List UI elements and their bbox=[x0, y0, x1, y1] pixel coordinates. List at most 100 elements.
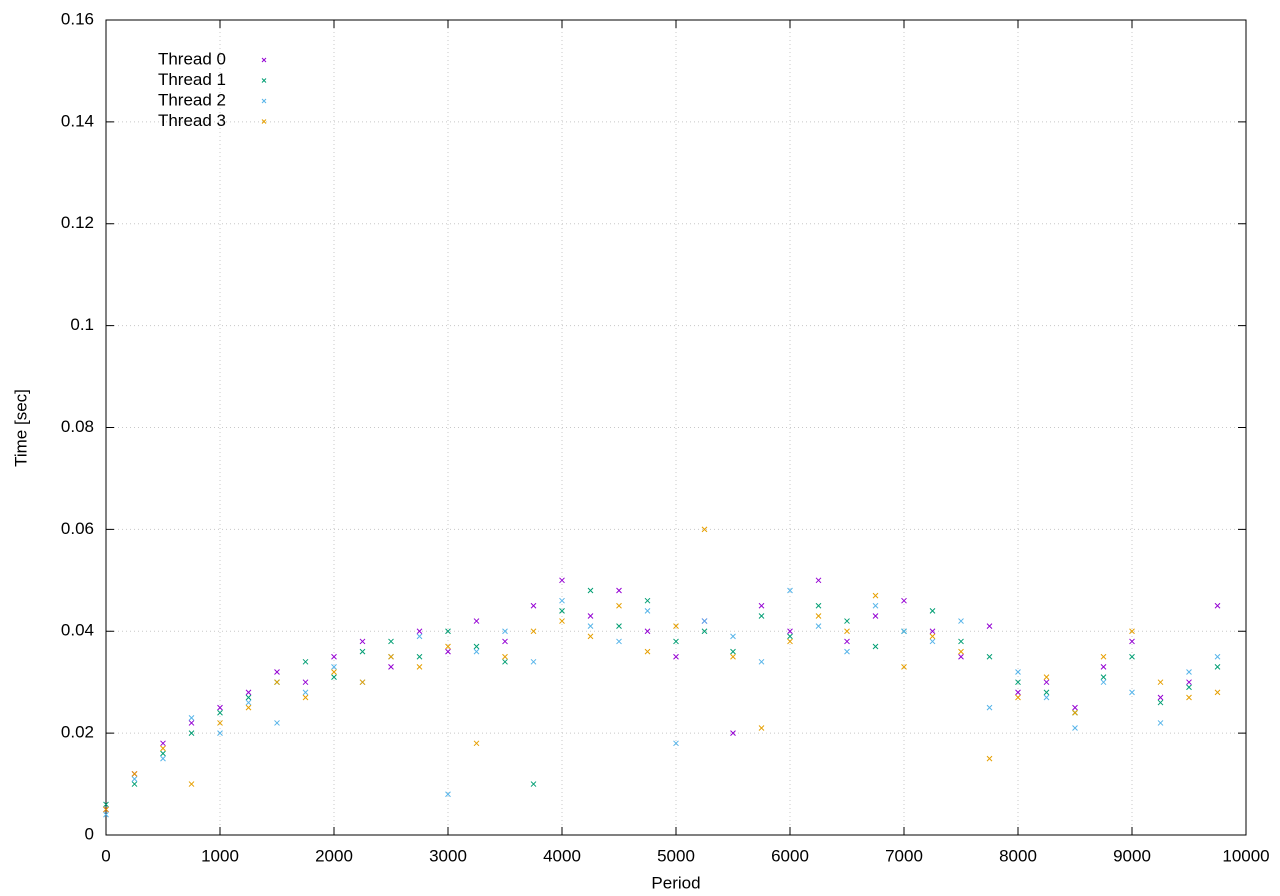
point bbox=[1214, 602, 1221, 609]
point bbox=[331, 653, 337, 660]
point bbox=[844, 618, 850, 624]
point bbox=[758, 658, 765, 665]
point bbox=[502, 653, 508, 660]
point bbox=[901, 597, 907, 604]
point bbox=[673, 638, 679, 645]
point bbox=[416, 653, 423, 660]
point bbox=[616, 623, 622, 630]
point bbox=[416, 633, 423, 640]
point bbox=[929, 628, 936, 635]
point bbox=[274, 720, 280, 726]
point bbox=[217, 709, 223, 716]
point bbox=[131, 776, 138, 782]
point bbox=[131, 781, 138, 787]
point bbox=[188, 720, 195, 726]
point bbox=[445, 643, 451, 650]
legend-label: Thread 3 bbox=[158, 111, 226, 130]
point bbox=[416, 664, 423, 670]
point bbox=[587, 587, 594, 594]
point bbox=[416, 628, 423, 635]
point bbox=[901, 664, 907, 670]
point bbox=[1015, 694, 1021, 701]
point bbox=[844, 648, 850, 655]
y-axis-label: Time [sec] bbox=[11, 389, 30, 467]
point bbox=[1072, 704, 1078, 711]
point bbox=[131, 771, 138, 777]
point bbox=[217, 730, 223, 736]
point bbox=[331, 674, 337, 680]
point bbox=[1100, 653, 1107, 660]
point bbox=[530, 602, 537, 609]
point bbox=[559, 608, 565, 614]
point bbox=[473, 648, 480, 655]
point bbox=[1214, 653, 1221, 660]
point bbox=[844, 628, 850, 635]
point bbox=[701, 618, 708, 624]
point bbox=[530, 658, 537, 665]
point bbox=[787, 633, 793, 640]
point bbox=[445, 648, 451, 655]
y-tick-label: 0.02 bbox=[61, 723, 94, 742]
x-tick-label: 9000 bbox=[1113, 846, 1151, 865]
point bbox=[1100, 664, 1107, 670]
point bbox=[644, 608, 651, 614]
point bbox=[815, 602, 822, 609]
plot-frame bbox=[105, 19, 1247, 836]
point bbox=[245, 694, 252, 701]
x-tick-label: 0 bbox=[101, 846, 110, 865]
point bbox=[929, 608, 936, 614]
point bbox=[530, 781, 537, 787]
point bbox=[103, 801, 109, 808]
point bbox=[502, 638, 508, 645]
point bbox=[245, 699, 252, 706]
x-tick-label: 3000 bbox=[429, 846, 467, 865]
point bbox=[815, 623, 822, 630]
point bbox=[1129, 689, 1135, 696]
point bbox=[1129, 638, 1135, 645]
point bbox=[1186, 684, 1192, 691]
point bbox=[188, 714, 195, 721]
point bbox=[331, 664, 337, 670]
point bbox=[1157, 679, 1164, 686]
point bbox=[359, 638, 366, 645]
legend-marker bbox=[261, 119, 267, 124]
x-tick-label: 10000 bbox=[1222, 846, 1269, 865]
point bbox=[502, 658, 508, 665]
point bbox=[758, 602, 765, 609]
point bbox=[730, 633, 736, 640]
point bbox=[815, 613, 822, 619]
point bbox=[787, 587, 793, 594]
point bbox=[1186, 669, 1192, 675]
point bbox=[644, 648, 651, 655]
point bbox=[217, 720, 223, 726]
point bbox=[1157, 720, 1164, 726]
legend-marker bbox=[261, 98, 267, 104]
point bbox=[587, 633, 594, 640]
legend-marker bbox=[261, 57, 267, 63]
point bbox=[160, 740, 166, 747]
x-tick-label: 2000 bbox=[315, 846, 353, 865]
y-tick-label: 0 bbox=[85, 824, 94, 843]
point bbox=[188, 730, 195, 736]
point bbox=[445, 628, 451, 635]
point bbox=[815, 577, 822, 584]
point bbox=[929, 633, 936, 640]
point bbox=[559, 618, 565, 624]
point bbox=[986, 623, 993, 630]
point bbox=[958, 648, 964, 655]
point bbox=[502, 628, 508, 635]
point bbox=[473, 740, 480, 747]
point bbox=[274, 669, 280, 675]
point bbox=[302, 658, 309, 665]
point bbox=[160, 755, 166, 762]
point bbox=[1015, 689, 1021, 696]
point bbox=[1186, 679, 1192, 686]
point bbox=[872, 643, 879, 650]
point bbox=[872, 592, 879, 599]
point bbox=[872, 602, 879, 609]
point bbox=[730, 730, 736, 736]
point bbox=[1043, 689, 1050, 696]
x-tick-label: 7000 bbox=[885, 846, 923, 865]
point bbox=[958, 618, 964, 624]
y-tick-label: 0.12 bbox=[61, 213, 94, 232]
